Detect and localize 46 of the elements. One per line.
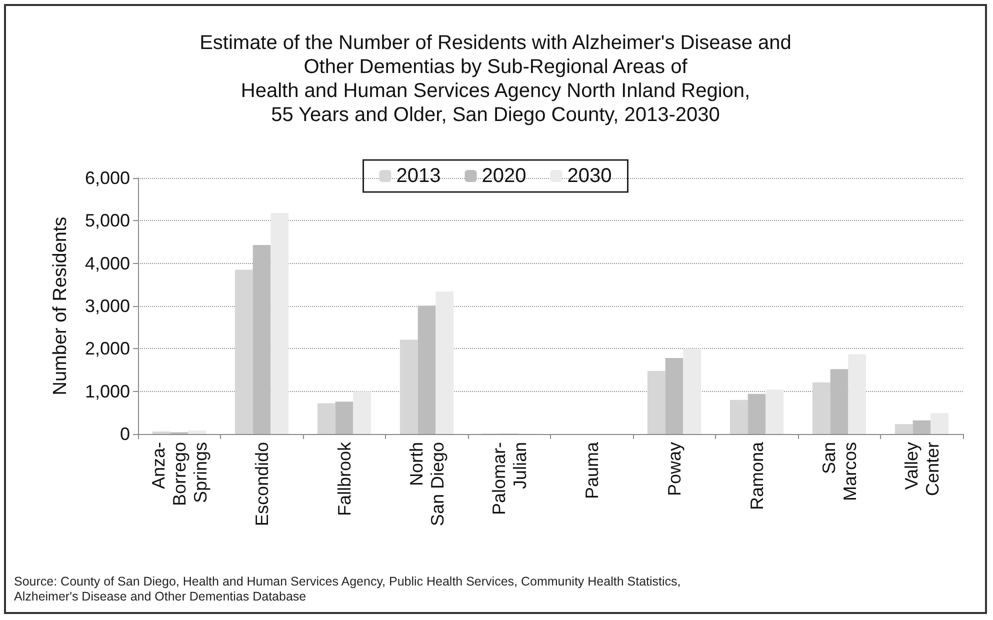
bar xyxy=(400,340,418,434)
x-tick-label: North San Diego xyxy=(406,442,448,526)
bar xyxy=(647,370,666,434)
bar xyxy=(848,354,866,434)
x-tick-label: Valley Center xyxy=(901,442,942,496)
source-note: Source: County of San Diego, Health and Human Services Agency, Public Health Services, Community Health Statistics, Alzheimer's Disease and Other Dementias Database xyxy=(14,574,681,604)
x-tick-label: Fallbrook xyxy=(334,441,354,516)
bar xyxy=(665,358,684,434)
y-tick-label: 6,000 xyxy=(84,168,130,188)
bar xyxy=(830,369,848,434)
chart-title: Estimate of the Number of Residents with Alzheimer's Disease and Other Dementias by Sub-Regional Areas of Health and Human Services Agency North Inland Region, 55 Years and Older, San Diego County, 2013-2030 xyxy=(200,32,792,126)
bar xyxy=(930,413,949,434)
bar xyxy=(766,390,784,434)
bar xyxy=(317,403,336,434)
bar xyxy=(912,420,931,434)
y-tick-label: 5,000 xyxy=(84,210,130,231)
bar xyxy=(436,291,454,434)
y-axis-title: Number of Residents xyxy=(50,216,71,396)
bar xyxy=(353,391,372,434)
bar xyxy=(234,270,253,434)
y-tick-label: 2,000 xyxy=(84,338,130,359)
x-tick-label: Pauma xyxy=(582,441,602,500)
x-tick-label: Palomar- Julian xyxy=(488,442,530,516)
x-tick-label: Ramona xyxy=(746,441,767,510)
y-tick-label: 1,000 xyxy=(84,381,130,402)
bar xyxy=(152,431,170,434)
bar xyxy=(894,424,913,434)
x-tick-label: Escondido xyxy=(252,442,272,526)
bar xyxy=(812,382,830,434)
legend-label: 2030 xyxy=(567,165,612,187)
y-tick-label: 0 xyxy=(120,424,130,444)
legend-label: 2020 xyxy=(482,165,526,187)
bar xyxy=(335,402,354,434)
bar xyxy=(418,306,436,434)
y-tick-label: 4,000 xyxy=(84,253,130,274)
bar xyxy=(748,394,766,434)
bar xyxy=(188,430,206,434)
bar xyxy=(683,348,702,434)
bar xyxy=(252,244,271,434)
x-tick-label: San Marcos xyxy=(818,442,860,502)
y-tick-label: 3,000 xyxy=(84,296,130,316)
legend-label: 2013 xyxy=(396,165,441,187)
x-tick-label: Anza- Borrego Springs xyxy=(148,442,210,506)
bar xyxy=(270,212,289,434)
x-tick-label: Poway xyxy=(664,442,684,496)
bar xyxy=(730,400,748,434)
